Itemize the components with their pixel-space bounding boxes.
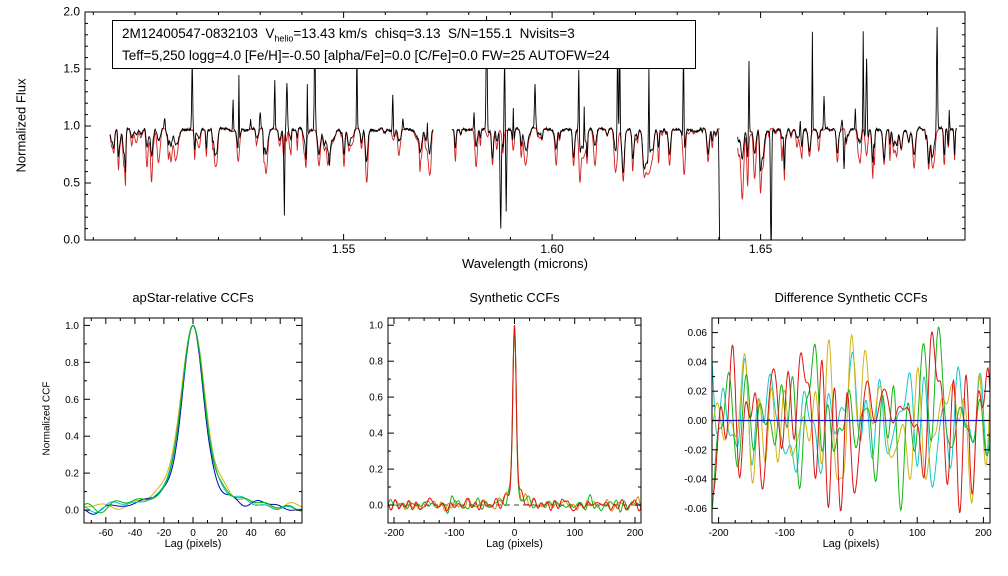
svg-text:1.55: 1.55: [332, 242, 356, 256]
vhelio-subscript: helio: [274, 33, 294, 44]
plot-frame: [387, 317, 642, 524]
svg-text:0.5: 0.5: [63, 176, 80, 190]
svg-text:-60: -60: [99, 528, 114, 539]
svg-text:-0.02: -0.02: [684, 445, 707, 456]
svg-text:0.02: 0.02: [688, 387, 708, 398]
svg-text:0.2: 0.2: [65, 469, 79, 480]
annotation-target-id: 2M12400547-0832103 V: [122, 26, 275, 41]
synthetic-ccf-plot: -200 -100 0 100 200 0.0 0.2 0.4 0.6 0.8 1.0: [369, 317, 644, 539]
series-diff-ccf-red: [712, 331, 990, 514]
svg-text:0.2: 0.2: [369, 465, 383, 476]
axis-ticks: [85, 11, 965, 241]
synthetic-ccf-title: Synthetic CCFs: [469, 290, 560, 305]
svg-text:1.60: 1.60: [540, 242, 564, 256]
svg-text:-0.04: -0.04: [684, 475, 707, 486]
annotation-fit-stats: =13.43 km/s chisq=3.13 S/N=155.1 Nvisits…: [293, 26, 575, 41]
annotation-line-2: Teff=5,250 logg=4.0 [Fe/H]=-0.50 [alpha/…: [122, 47, 610, 63]
series-synthetic-ccf-orange: [388, 325, 641, 512]
spectrum-plot: 1.55 1.60 1.65 0.0 0.5 1.0 1.5 2.0: [63, 5, 966, 257]
annotation-box: 2M12400547-0832103 Vhelio=13.43 km/s chi…: [112, 20, 696, 70]
series-layer: [84, 324, 302, 515]
apstar-ccf-title: apStar-relative CCFs: [132, 290, 254, 305]
svg-text:0.0: 0.0: [369, 501, 383, 512]
series-layer: [109, 15, 957, 240]
svg-text:0.0: 0.0: [63, 233, 80, 247]
series-diff-ccf-cyan: [712, 351, 990, 489]
difference-ccf-title: Difference Synthetic CCFs: [774, 290, 928, 305]
svg-text:0: 0: [190, 528, 196, 539]
svg-text:0.00: 0.00: [688, 416, 708, 427]
svg-text:-200: -200: [384, 528, 404, 539]
series-observed-spectrum: [737, 26, 957, 240]
svg-text:-40: -40: [128, 528, 143, 539]
axis-ticks: [388, 318, 641, 524]
svg-text:1.0: 1.0: [63, 119, 80, 133]
series-layer: [388, 325, 641, 515]
svg-text:-20: -20: [157, 528, 172, 539]
series-synthetic-best-fit: [109, 127, 434, 186]
svg-text:0.4: 0.4: [65, 432, 79, 443]
series-diff-ccf-green: [712, 326, 990, 512]
svg-text:0.8: 0.8: [369, 357, 383, 368]
series-layer: [712, 326, 990, 514]
svg-text:-200: -200: [709, 528, 729, 539]
series-visit-ccf-cyan: [84, 324, 302, 514]
svg-text:1.65: 1.65: [749, 242, 773, 256]
series-combined-ccf-green: [84, 324, 302, 514]
svg-text:0.0: 0.0: [65, 506, 79, 517]
svg-text:0.6: 0.6: [65, 395, 79, 406]
tick-labels: 1.55 1.60 1.65 0.0 0.5 1.0 1.5 2.0: [63, 5, 772, 257]
svg-text:200: 200: [975, 528, 992, 539]
svg-text:200: 200: [627, 528, 644, 539]
svg-text:100: 100: [909, 528, 926, 539]
tick-labels: -60 -40 -20 0 20 40 60 0.0 0.2 0.4 0.6 0.8 1.0: [65, 321, 286, 539]
axis-ticks: [712, 317, 990, 524]
svg-text:20: 20: [217, 528, 229, 539]
apstar-ccf-plot: -60 -40 -20 0 20 40 60 0.0 0.2 0.4 0.6 0.8 1.0: [65, 317, 303, 539]
svg-text:0.6: 0.6: [369, 393, 383, 404]
svg-text:1.0: 1.0: [369, 321, 383, 332]
series-synthetic-ccf-red: [388, 325, 641, 512]
svg-text:60: 60: [275, 528, 287, 539]
axis-ticks: [84, 318, 302, 523]
svg-text:-100: -100: [444, 528, 464, 539]
svg-text:-0.06: -0.06: [684, 504, 707, 515]
svg-text:2.0: 2.0: [63, 5, 80, 19]
apstar-ccf-xlabel: Lag (pixels): [164, 538, 222, 550]
svg-text:0.8: 0.8: [65, 358, 79, 369]
svg-text:0.4: 0.4: [369, 429, 383, 440]
spectrum-ylabel: Normalized Flux: [13, 78, 29, 173]
svg-text:40: 40: [246, 528, 258, 539]
plot-frame: [83, 317, 303, 524]
series-visit-ccf-yellow: [84, 324, 302, 510]
svg-text:0.06: 0.06: [688, 328, 708, 339]
synthetic-ccf-xlabel: Lag (pixels): [486, 538, 543, 550]
series-observed-spectrum: [451, 15, 721, 240]
svg-text:1.0: 1.0: [65, 321, 79, 332]
svg-text:-100: -100: [775, 528, 795, 539]
svg-text:1.5: 1.5: [63, 62, 80, 76]
spectrum-xlabel: Wavelength (microns): [462, 256, 588, 271]
series-observed-spectrum: [109, 28, 434, 216]
svg-text:100: 100: [566, 528, 583, 539]
tick-labels: -200 -100 0 100 200 -0.06 -0.04 -0.02 0.00 0.02 0.…: [684, 328, 992, 539]
apstar-ccf-ylabel: Normalized CCF: [41, 381, 53, 456]
svg-text:0.04: 0.04: [688, 357, 708, 368]
difference-ccf-xlabel: Lag (pixels): [822, 538, 880, 550]
series-synthetic-ccf-green: [388, 325, 641, 515]
annotation-line-1: 2M12400547-0832103 Vhelio=13.43 km/s chi…: [122, 24, 686, 46]
difference-ccf-plot: -200 -100 0 100 200 -0.06 -0.04 -0.02 0.00 0.02 0.…: [684, 317, 992, 539]
tick-labels: -200 -100 0 100 200 0.0 0.2 0.4 0.6 0.8 1.0: [369, 321, 644, 539]
series-visit-ccf-blue: [84, 324, 302, 515]
svg-text:0: 0: [512, 528, 518, 539]
svg-text:0: 0: [848, 528, 854, 539]
